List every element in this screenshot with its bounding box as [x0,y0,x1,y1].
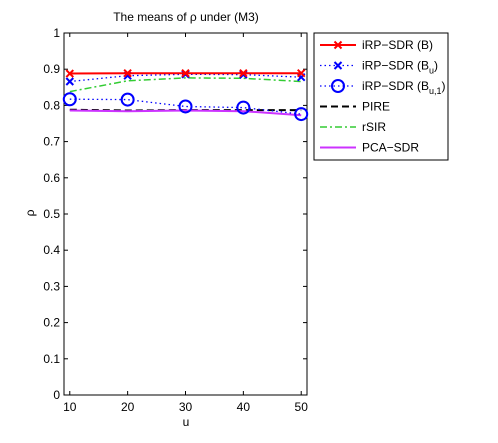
y-tick-label: 0.3 [43,279,60,293]
data-point [178,99,193,114]
x-tick-label: 10 [63,400,77,414]
data-point [294,107,309,122]
legend-label: iRP−SDR (B) [362,38,433,52]
legend-marker [331,79,345,93]
x-axis-label: u [183,415,190,429]
series-0 [65,68,306,78]
legend-entry: iRP−SDR (Bu,1) [320,79,446,96]
legend-label: iRP−SDR (Bu,1) [362,79,446,96]
series-5 [69,109,302,117]
series-line [69,109,302,117]
y-tick-label: 0.5 [43,207,60,221]
series-4 [69,77,302,93]
data-point [65,69,74,78]
y-tick-label: 0.2 [43,316,60,330]
y-tick-label: 0.4 [43,243,60,257]
legend-label: rSIR [362,120,386,134]
legend-label-close: ) [434,59,438,73]
data-point [120,92,135,107]
data-point [123,68,132,78]
marker-stroke [65,69,74,78]
y-tick-label: 0.1 [43,352,60,366]
legend-entry: PIRE [320,100,390,114]
data-point [65,77,74,86]
legend-label-subscript: u,1 [429,86,442,96]
y-tick-label: 0.8 [43,98,60,112]
legend-label: iRP−SDR (Bu) [362,59,438,76]
legend-entry: rSIR [320,120,386,134]
legend-label-close: ) [429,38,433,52]
y-tick-label: 1 [53,26,60,40]
data-point [297,68,306,78]
y-tick-label: 0.6 [43,171,60,185]
plot-frame [63,32,308,396]
x-tick-label: 50 [295,400,309,414]
series-line [69,77,302,93]
legend-marker [333,40,343,50]
marker-stroke [181,68,190,78]
marker-stroke [65,77,74,86]
x-tick-label: 30 [179,400,193,414]
legend-label: PIRE [362,100,390,114]
data-point [62,92,77,107]
marker-stroke [239,68,248,78]
chart-title: The means of ρ under (M3) [113,10,259,24]
series-2 [62,92,309,122]
x-tick-label: 40 [237,400,251,414]
legend-entry: iRP−SDR (Bu) [320,59,438,76]
legend-entry: iRP−SDR (B) [320,38,433,52]
legend-entry: PCA−SDR [320,141,419,155]
marker-stroke [123,68,132,78]
legend-label-close: ) [442,79,446,93]
marker-stroke [297,68,306,78]
data-point [181,68,190,78]
legend-label-subscript: u [429,66,434,76]
marker-stroke [333,61,343,70]
y-tick-label: 0.7 [43,135,60,149]
data-point [236,100,251,115]
legend-label: PCA−SDR [362,141,419,155]
y-axis-label: ρ [23,209,37,216]
legend-box [313,32,449,161]
legend-marker [333,61,343,70]
data-point [239,68,248,78]
y-tick-label: 0 [53,388,60,402]
plot-area: 0 0.1 0.2 0.3 0.4 0.5 0.6 0.7 0.8 0.9 1 10 20 30 40 50 [43,26,309,414]
x-tick-label: 20 [121,400,135,414]
legend: iRP−SDR (B) iRP−SDR (Bu) iRP−SDR (Bu,1) PIR… [313,32,449,161]
y-tick-label: 0.9 [43,62,60,76]
marker-stroke [333,40,343,50]
